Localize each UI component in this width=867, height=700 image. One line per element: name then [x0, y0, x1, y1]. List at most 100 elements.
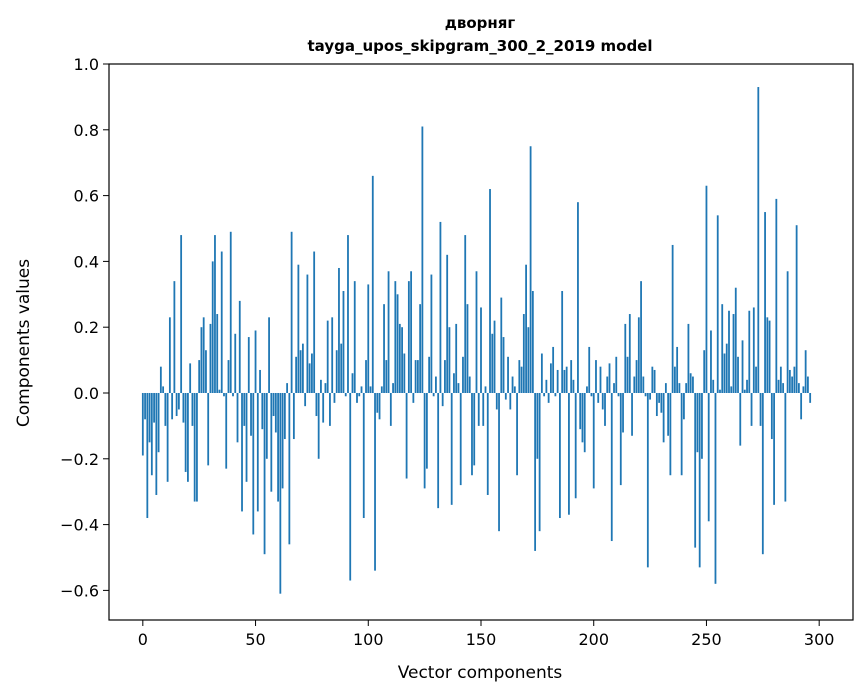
x-tick-label: 200 [578, 630, 609, 649]
bar-78 [317, 392, 320, 459]
bar-176 [538, 392, 541, 532]
bar-138 [453, 373, 455, 393]
bar-10 [164, 392, 167, 426]
bar-165 [513, 386, 516, 393]
bar-163 [509, 392, 512, 410]
bar-162 [507, 356, 509, 393]
bar-207 [608, 363, 611, 393]
bar-240 [683, 392, 685, 420]
bar-37 [225, 392, 228, 469]
x-axis-ticks: 0 50 100 150 200 250 300 [138, 620, 834, 649]
bar-15 [175, 392, 178, 417]
bar-175 [536, 392, 539, 459]
bar-192 [574, 392, 577, 499]
bar-149 [477, 392, 480, 426]
bar-107 [383, 304, 385, 393]
bar-77 [315, 392, 318, 417]
y-tick-label: 0.0 [74, 384, 99, 403]
bar-227 [653, 369, 656, 393]
x-tick-label: 100 [353, 630, 384, 649]
bar-177 [540, 353, 543, 393]
bar-255 [716, 215, 719, 393]
bar-145 [468, 376, 471, 393]
bar-167 [518, 360, 521, 393]
bar-13 [171, 392, 174, 420]
bar-154 [489, 189, 491, 393]
bar-142 [462, 356, 464, 393]
bar-117 [405, 392, 408, 479]
bar-189 [568, 392, 570, 515]
bar-84 [331, 317, 334, 393]
bar-106 [380, 386, 383, 393]
bar-275 [761, 392, 764, 555]
bar-164 [511, 376, 514, 393]
bar-76 [313, 251, 316, 393]
bar-111 [392, 383, 394, 393]
bar-87 [338, 267, 340, 393]
y-tick-label: −0.4 [60, 516, 99, 535]
bar-43 [238, 300, 241, 393]
bar-7 [157, 392, 160, 453]
bar-5 [153, 392, 155, 423]
bar-147 [473, 392, 476, 466]
bar-217 [631, 392, 633, 436]
bar-234 [669, 392, 672, 476]
bar-120 [412, 392, 415, 403]
bar-54 [263, 392, 266, 555]
bar-8 [159, 366, 162, 393]
bar-239 [680, 392, 683, 476]
bar-271 [752, 307, 755, 393]
bar-113 [396, 294, 399, 393]
bar-108 [385, 360, 388, 393]
bar-28 [205, 350, 207, 393]
bar-39 [229, 231, 232, 393]
x-tick-label: 50 [245, 630, 265, 649]
bar-110 [389, 392, 392, 426]
bar-40 [232, 392, 234, 397]
bar-125 [423, 392, 426, 489]
bar-243 [689, 373, 692, 393]
bar-48 [250, 392, 252, 436]
bar-153 [486, 392, 489, 495]
bar-6 [155, 392, 158, 495]
bar-288 [791, 376, 794, 393]
bar-269 [748, 310, 751, 393]
bar-276 [764, 212, 766, 393]
bar-170 [525, 264, 527, 393]
bar-91 [347, 235, 349, 393]
bar-3 [148, 392, 151, 443]
bar-95 [356, 392, 358, 403]
bar-75 [311, 353, 313, 393]
bar-268 [746, 379, 748, 393]
bar-45 [243, 392, 246, 426]
bar-246 [696, 392, 699, 453]
bar-233 [667, 392, 670, 436]
bar-114 [398, 323, 401, 393]
bar-223 [644, 392, 647, 397]
bar-146 [471, 392, 473, 476]
bar-122 [416, 360, 419, 393]
bar-56 [268, 317, 270, 393]
bar-190 [570, 360, 573, 393]
bar-47 [247, 337, 250, 393]
bar-116 [403, 353, 406, 393]
bar-140 [457, 383, 460, 393]
bars-group [141, 87, 812, 594]
bar-180 [547, 392, 550, 403]
x-axis-label: Vector components [398, 663, 563, 683]
bar-30 [209, 323, 212, 393]
bar-81 [324, 383, 327, 393]
bar-219 [635, 360, 638, 393]
bar-264 [737, 356, 739, 393]
bar-222 [642, 376, 645, 393]
bar-272 [755, 366, 757, 393]
bar-70 [299, 350, 302, 393]
bar-51 [256, 392, 259, 512]
bar-183 [554, 392, 557, 397]
bar-88 [340, 343, 343, 393]
bar-83 [329, 392, 331, 426]
bar-129 [432, 392, 435, 397]
bar-24 [196, 392, 198, 502]
bar-65 [288, 392, 291, 545]
bar-69 [297, 264, 300, 393]
